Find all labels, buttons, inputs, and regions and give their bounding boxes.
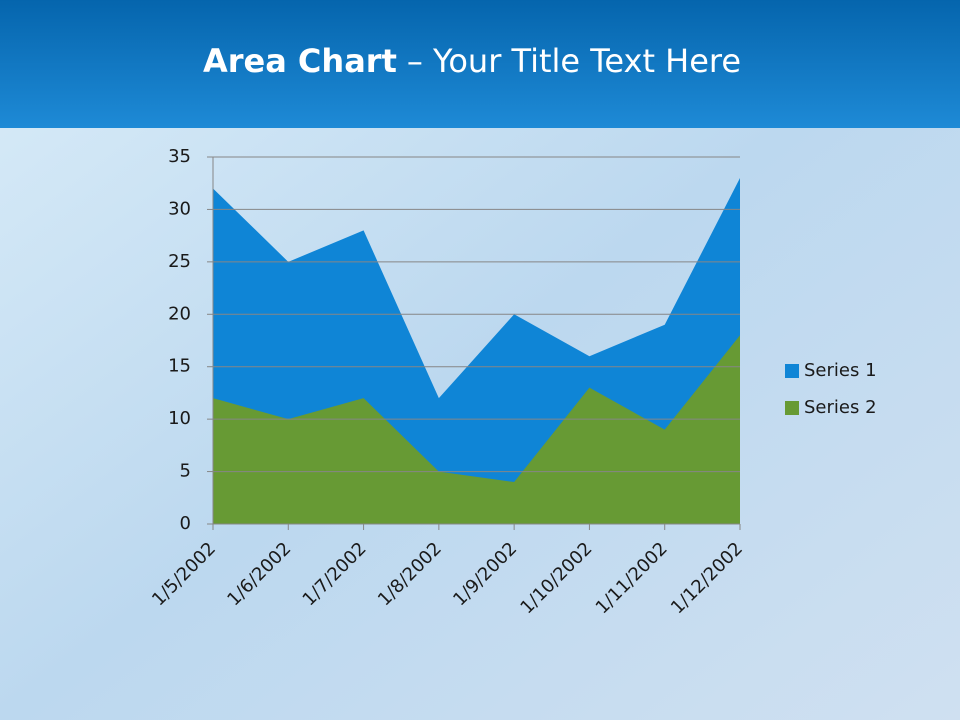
y-tick-label: 10 [168, 408, 191, 429]
y-tick-label: 0 [180, 513, 191, 534]
legend-swatch [785, 401, 799, 415]
legend-label: Series 1 [804, 360, 877, 381]
legend-label: Series 2 [804, 397, 877, 418]
title-rest: – Your Title Text Here [407, 42, 741, 80]
y-tick-label: 35 [168, 146, 191, 167]
legend-swatch [785, 364, 799, 378]
chart-title: Area Chart – Your Title Text Here [203, 42, 741, 80]
y-tick-label: 5 [180, 461, 191, 482]
y-tick-label: 20 [168, 303, 191, 324]
title-band [0, 0, 960, 128]
area [213, 335, 740, 524]
y-tick-label: 15 [168, 356, 191, 377]
title-bold: Area Chart [203, 42, 397, 80]
y-tick-label: 30 [168, 198, 191, 219]
y-tick-label: 25 [168, 251, 191, 272]
